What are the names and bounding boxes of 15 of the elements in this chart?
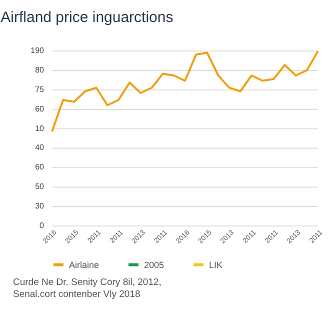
text: 50	[35, 182, 45, 192]
text: 80	[35, 65, 45, 74]
text: 190	[30, 46, 45, 55]
chart-title: Airfland price inguarctions	[0, 9, 174, 26]
legend-label: 2005	[144, 260, 164, 270]
text: 60	[35, 162, 45, 172]
text: 0	[40, 221, 45, 230]
text: 60	[35, 104, 45, 114]
text: 30	[35, 202, 45, 211]
legend-label: LIK	[209, 260, 223, 270]
text: 40	[35, 143, 45, 152]
text: Curde Ne Dr. Senity Cory 8il, 2012, Senal.cort contenber Vly 2018	[13, 277, 162, 302]
legend-label: Airlaine	[69, 260, 100, 270]
text: 10	[35, 124, 45, 133]
text: 75	[35, 84, 45, 94]
